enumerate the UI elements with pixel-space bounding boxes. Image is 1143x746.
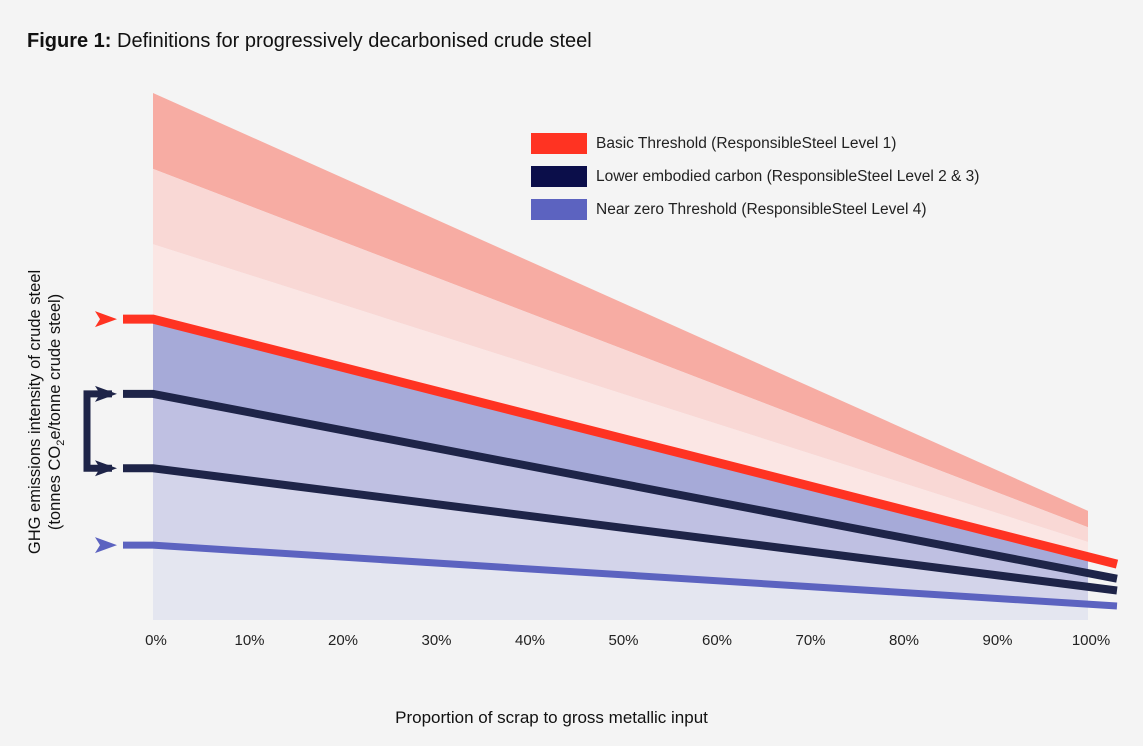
figure-title: Figure 1: Definitions for progressively …: [27, 30, 592, 53]
x-tick-label: 100%: [1072, 632, 1110, 649]
arrow-lower-upper: [95, 385, 117, 402]
x-tick-label: 90%: [982, 632, 1012, 649]
x-tick-label: 70%: [795, 632, 825, 649]
legend-item-basic: Basic Threshold (ResponsibleSteel Level …: [531, 127, 979, 160]
x-tick-label: 20%: [328, 632, 358, 649]
x-tick-label: 30%: [421, 632, 451, 649]
arrow-basic-threshold: [95, 311, 117, 328]
x-tick-label: 0%: [145, 632, 167, 649]
band-2: [153, 244, 1088, 557]
legend-item-lower: Lower embodied carbon (ResponsibleSteel …: [531, 160, 979, 193]
series-line-2: [123, 464, 1118, 595]
x-tick-label: 50%: [608, 632, 638, 649]
x-tick-label: 40%: [515, 632, 545, 649]
legend: Basic Threshold (ResponsibleSteel Level …: [531, 127, 979, 226]
x-tick-label: 80%: [889, 632, 919, 649]
band-1: [153, 168, 1088, 543]
x-tick-label: 60%: [702, 632, 732, 649]
x-axis-label: Proportion of scrap to gross metallic in…: [395, 708, 708, 727]
band-0: [153, 93, 1088, 528]
legend-swatch: [531, 133, 587, 154]
y-axis-label: GHG emissions intensity of crude steel (…: [25, 270, 71, 554]
y-axis-label-line2: (tonnes CO2e/tonne crude steel): [45, 270, 71, 554]
legend-swatch: [531, 166, 587, 187]
figure-title-text: Definitions for progressively decarbonis…: [117, 30, 592, 52]
legend-label: Basic Threshold (ResponsibleSteel Level …: [596, 134, 897, 152]
y-label-part: e/tonne crude steel): [45, 293, 64, 440]
x-tick-label: 10%: [234, 632, 264, 649]
legend-label: Lower embodied carbon (ResponsibleSteel …: [596, 167, 980, 185]
bracket-lower-embodied: [83, 390, 112, 472]
arrow-near-zero: [95, 537, 117, 554]
y-axis-label-line1: GHG emissions intensity of crude steel: [25, 269, 44, 555]
series-line-3: [123, 541, 1118, 610]
band-5: [153, 468, 1088, 605]
arrow-lower-lower: [95, 460, 117, 477]
figure-label: Figure 1:: [27, 30, 112, 52]
y-label-part: (tonnes CO: [45, 445, 64, 531]
legend-label: Near zero Threshold (ResponsibleSteel Le…: [596, 200, 927, 218]
series-line-0: [123, 314, 1119, 569]
band-6: [153, 545, 1088, 620]
y-label-subscript: 2: [55, 439, 68, 446]
legend-swatch: [531, 199, 587, 220]
legend-item-near-zero: Near zero Threshold (ResponsibleSteel Le…: [531, 193, 979, 226]
series-line-1: [123, 389, 1118, 583]
